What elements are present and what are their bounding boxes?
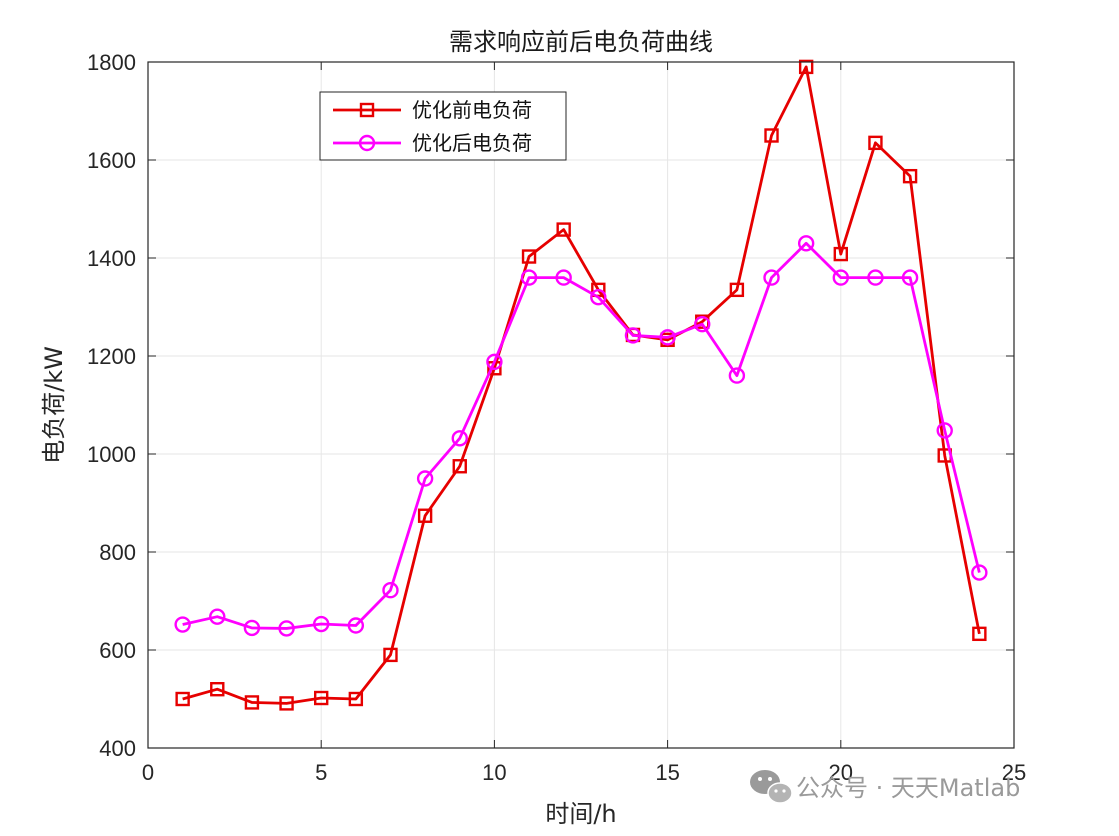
data-point	[452, 459, 467, 474]
chart-title: 需求响应前后电负荷曲线	[449, 28, 713, 56]
wechat-icon	[750, 770, 793, 804]
data-point	[729, 282, 745, 298]
data-point	[833, 246, 848, 262]
data-point	[244, 695, 260, 710]
legend-marker	[359, 102, 375, 118]
data-point	[313, 615, 330, 633]
x-tick-label: 0	[142, 760, 154, 785]
data-point	[902, 168, 918, 184]
y-tick-label: 800	[99, 540, 136, 565]
y-tick-label: 1400	[87, 246, 136, 271]
data-point	[936, 422, 953, 439]
y-tick-label: 1600	[87, 148, 136, 173]
legend-entry: 优化后电负荷	[333, 131, 532, 155]
y-axis-label: 电负荷/kW	[40, 346, 68, 464]
legend-label: 优化前电负荷	[412, 98, 532, 122]
y-tick-label: 1000	[87, 442, 136, 467]
y-tick-label: 600	[99, 638, 136, 663]
data-point	[659, 329, 676, 346]
x-tick-label: 15	[655, 760, 679, 785]
y-tick-label: 1200	[87, 344, 136, 369]
y-tick-label: 1800	[87, 50, 136, 75]
data-point	[314, 690, 329, 706]
x-tick-label: 5	[315, 760, 327, 785]
series-1	[175, 59, 987, 711]
data-point	[832, 269, 849, 286]
data-point	[728, 367, 746, 384]
data-point	[383, 647, 398, 663]
series-2	[174, 235, 988, 637]
data-point	[417, 508, 433, 523]
tick-marks: 0 5 10 15 20 25 400 600 800 1000 1200 1400 1600 1800	[87, 50, 1026, 785]
grid-lines	[147, 61, 1015, 749]
data-point	[972, 626, 987, 642]
x-axis-label: 时间/h	[545, 800, 616, 828]
axes-box	[147, 61, 1015, 749]
data-point	[797, 235, 815, 252]
data-point	[416, 470, 434, 487]
legend-marker	[358, 134, 376, 152]
data-point	[486, 353, 503, 371]
data-point	[624, 327, 642, 344]
data-point	[868, 135, 883, 151]
data-point	[210, 682, 225, 697]
series-line	[182, 241, 981, 630]
data-point	[520, 269, 538, 286]
watermark-text: 公众号 · 天天Matlab	[796, 774, 1020, 802]
data-point	[971, 564, 988, 581]
data-point	[451, 430, 468, 447]
legend-label: 优化后电负荷	[412, 131, 532, 155]
data-point	[867, 269, 884, 286]
data-point	[209, 608, 226, 625]
data-point	[590, 289, 607, 306]
data-point	[348, 691, 364, 707]
x-tick-label: 10	[482, 760, 506, 785]
watermark: 公众号 · 天天Matlab	[750, 770, 1020, 804]
data-point	[763, 269, 780, 286]
series-line	[182, 65, 981, 705]
data-point	[555, 269, 572, 286]
data-point	[279, 696, 294, 711]
y-tick-label: 400	[99, 736, 136, 761]
x-tick-label: 25	[1002, 760, 1026, 785]
data-point	[764, 128, 779, 143]
data-point	[243, 619, 261, 637]
data-point	[521, 249, 537, 264]
data-point	[175, 691, 190, 707]
data-point	[556, 222, 571, 237]
legend-entry: 优化前电负荷	[333, 98, 532, 122]
data-point	[174, 616, 191, 633]
data-point	[347, 617, 365, 634]
series-layer	[174, 59, 988, 711]
data-point	[278, 620, 295, 637]
x-tick-label: 20	[829, 760, 853, 785]
data-point	[694, 315, 711, 333]
data-point	[382, 582, 399, 599]
data-point	[901, 269, 919, 286]
data-point	[798, 59, 814, 75]
